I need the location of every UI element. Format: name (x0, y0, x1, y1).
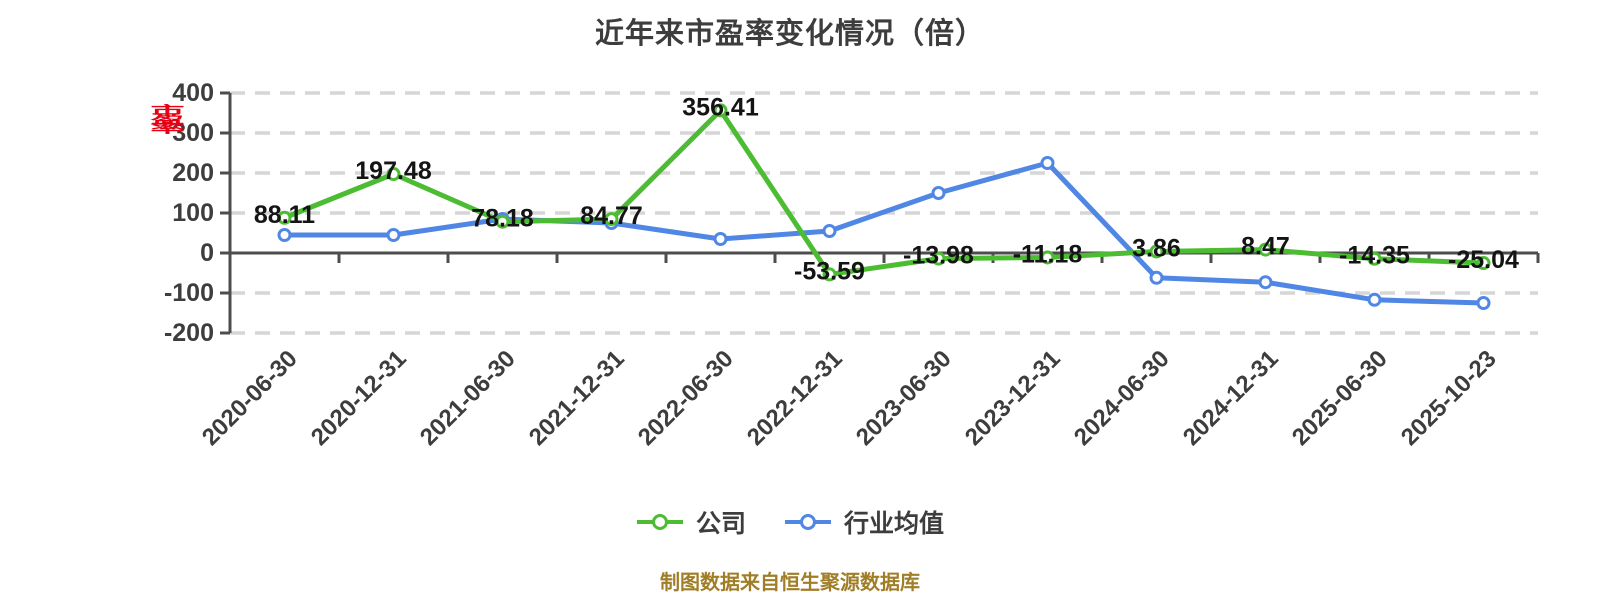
y-axis-tick-label: -100 (164, 279, 214, 307)
data-point-行业均值 (713, 232, 728, 246)
industry-line-marker-icon (785, 514, 831, 530)
legend-label-industry: 行业均值 (844, 510, 945, 538)
data-point-行业均值 (386, 228, 401, 242)
y-axis-tick-label: 300 (172, 119, 214, 147)
data-point-公司 (713, 103, 728, 118)
data-label: -14.35 (1339, 242, 1410, 270)
data-label: -53.59 (794, 257, 865, 285)
x-axis-label: 2021-12-31 (524, 345, 630, 451)
x-axis-label: 2021-06-30 (415, 345, 521, 451)
data-point-公司 (604, 212, 619, 227)
data-point-公司 (386, 167, 401, 182)
x-axis-label: 2022-12-31 (742, 345, 848, 451)
y-axis-tick-label: -200 (164, 319, 214, 347)
data-point-公司 (1258, 242, 1273, 257)
x-axis-label: 2024-12-31 (1178, 345, 1284, 451)
series-line-行业均值 (282, 160, 1486, 306)
data-label: 197.48 (355, 157, 432, 185)
data-label: -11.18 (1013, 240, 1083, 268)
data-point-行业均值 (822, 224, 837, 238)
y-axis-name-label: 市盈率 (144, 104, 182, 131)
data-label: 8.47 (1241, 233, 1290, 261)
data-point-行业均值 (931, 186, 946, 200)
legend-item-company[interactable]: 公司 (636, 504, 746, 540)
data-point-行业均值 (277, 228, 292, 242)
data-label: 84.77 (580, 202, 643, 230)
data-point-公司 (1476, 256, 1491, 271)
y-axis-tick-label: 400 (172, 79, 214, 107)
x-axis-label: 2020-06-30 (197, 345, 303, 451)
data-point-公司 (931, 251, 946, 266)
data-label: 88.11 (254, 201, 315, 229)
data-label: -25.04 (1448, 246, 1519, 274)
data-point-公司 (1149, 244, 1164, 259)
data-point-行业均值 (1258, 275, 1273, 290)
legend-item-industry[interactable]: 行业均值 (784, 504, 944, 540)
y-axis-tick-label: 200 (172, 159, 214, 187)
data-point-行业均值 (1040, 156, 1055, 170)
data-point-行业均值 (1149, 270, 1164, 285)
data-point-公司 (277, 210, 292, 225)
chart-title: 近年来市盈率变化情况（倍） (594, 18, 985, 50)
data-label: 78.18 (471, 205, 534, 233)
x-axis-label: 2020-12-31 (306, 345, 412, 451)
company-line-marker-icon (636, 514, 683, 530)
x-axis-label: 2024-06-30 (1069, 345, 1175, 451)
y-axis-tick-label: 0 (200, 239, 214, 267)
data-point-行业均值 (1367, 292, 1382, 307)
x-axis-label: 2025-06-30 (1287, 345, 1393, 451)
x-axis-label: 2025-10-23 (1396, 345, 1502, 451)
data-point-公司 (495, 214, 510, 229)
data-source-note: 制图数据来自恒生聚源数据库 (660, 572, 920, 594)
data-point-公司 (1040, 250, 1055, 265)
data-label: 356.41 (682, 93, 759, 121)
data-point-公司 (1367, 251, 1382, 266)
x-axis-label: 2023-06-30 (851, 345, 957, 451)
x-axis-label: 2022-06-30 (633, 345, 739, 451)
x-axis-label: 2023-12-31 (960, 345, 1066, 451)
series-line-公司 (282, 107, 1486, 277)
y-axis-tick-label: 100 (172, 199, 214, 227)
data-point-行业均值 (1476, 296, 1491, 310)
data-label: 3.86 (1132, 234, 1181, 262)
data-label: -13.98 (903, 242, 974, 270)
data-point-公司 (822, 267, 837, 282)
legend-label-company: 公司 (695, 510, 746, 538)
chart-legend: 公司 行业均值 (0, 505, 1580, 539)
